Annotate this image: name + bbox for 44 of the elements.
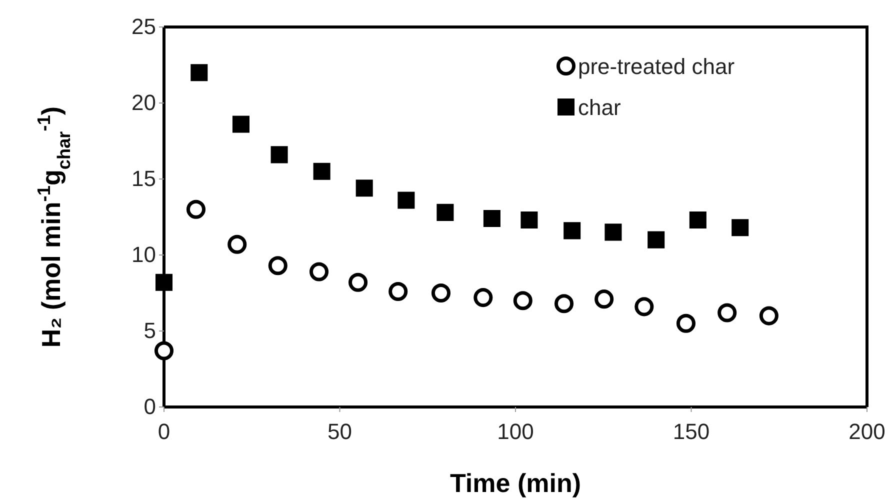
point [513, 291, 532, 310]
point [594, 290, 614, 309]
y-tick-label: 5 [144, 318, 156, 344]
x-tick-label: 100 [497, 419, 534, 444]
point [232, 116, 250, 133]
x-tick-label: 50 [328, 419, 352, 444]
point [554, 294, 574, 314]
y-tick-label: 25 [132, 14, 156, 40]
x-tick-label: 200 [848, 419, 886, 444]
point [356, 180, 373, 197]
point [564, 222, 581, 240]
point [228, 234, 247, 254]
y-tick-label: 10 [132, 242, 156, 268]
point [155, 274, 173, 291]
y-tick-label: 15 [132, 166, 156, 192]
point [388, 282, 408, 301]
point [313, 162, 330, 180]
point [759, 306, 778, 326]
y-tick-label: 20 [132, 90, 156, 116]
point [436, 204, 454, 221]
point [689, 212, 706, 229]
point [520, 212, 538, 229]
point [604, 224, 622, 241]
legend-label: char [578, 95, 621, 120]
point [268, 256, 288, 276]
point [186, 200, 206, 219]
legend-label: pre-treated char [578, 54, 735, 79]
x-tick-label: 150 [672, 419, 710, 444]
point [154, 341, 174, 360]
point [431, 283, 451, 303]
point [634, 297, 654, 316]
point [309, 262, 329, 282]
point [648, 231, 665, 248]
point [732, 219, 749, 236]
point [474, 288, 493, 308]
point [398, 192, 415, 209]
point [190, 64, 208, 82]
point [348, 272, 368, 292]
x-axis-title: Time (min) [450, 468, 581, 498]
point [483, 210, 500, 228]
point [676, 314, 696, 333]
point [270, 146, 288, 164]
y-tick-label: 0 [144, 394, 156, 420]
point [718, 303, 737, 322]
